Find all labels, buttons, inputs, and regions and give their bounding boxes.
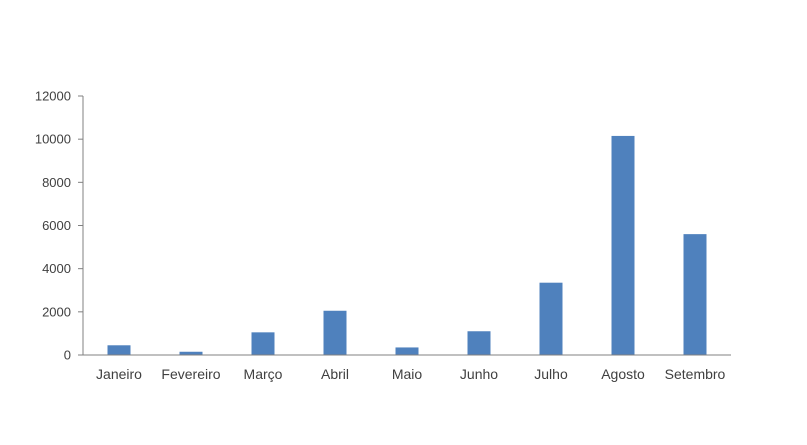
y-tick-label: 4000: [42, 261, 71, 276]
x-category-label: Abril: [321, 366, 349, 382]
bars: [107, 135, 707, 355]
x-category-label: Junho: [460, 366, 498, 382]
bar-fevereiro: [179, 351, 203, 355]
bar-julho: [539, 282, 563, 355]
bar-janeiro: [107, 345, 131, 355]
x-category-label: Janeiro: [96, 366, 142, 382]
y-tick-label: 2000: [42, 304, 71, 319]
y-tick-label: 0: [64, 348, 71, 363]
x-category-label: Março: [244, 366, 283, 382]
bar-setembro: [683, 234, 707, 355]
bar-maio: [395, 347, 419, 355]
x-category-label: Setembro: [665, 366, 726, 382]
bar-março: [251, 332, 275, 355]
y-axis-ticks: 0 2000 4000 6000 8000 10000 12000: [35, 89, 83, 363]
y-tick-label: 8000: [42, 175, 71, 190]
y-tick-label: 12000: [35, 89, 71, 104]
y-tick-label: 10000: [35, 132, 71, 147]
bar-abril: [323, 310, 347, 355]
x-axis-labels: Janeiro Fevereiro Março Abril Maio Junho Julho…: [96, 366, 726, 382]
bar-agosto: [611, 135, 635, 355]
bar-junho: [467, 331, 491, 355]
x-category-label: Fevereiro: [161, 366, 220, 382]
y-tick-label: 6000: [42, 218, 71, 233]
x-category-label: Julho: [534, 366, 568, 382]
x-category-label: Agosto: [601, 366, 645, 382]
x-category-label: Maio: [392, 366, 423, 382]
